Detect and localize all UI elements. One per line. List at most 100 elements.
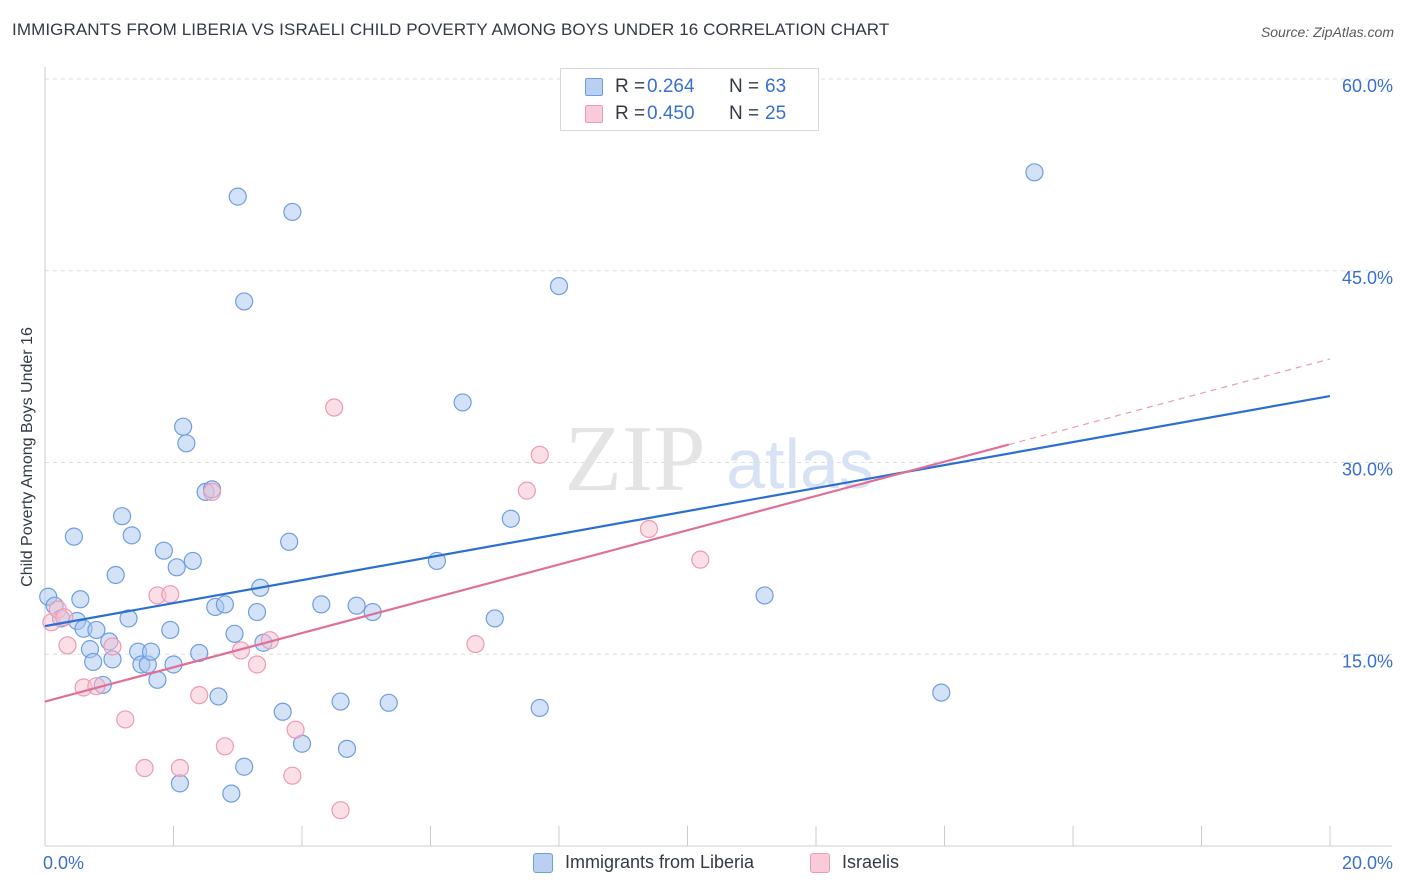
watermark-zip: ZIP <box>565 407 706 511</box>
legend-row-israeli: R = 0.450 N = 25 <box>585 102 786 126</box>
point-liberia <box>235 757 254 776</box>
point-liberia <box>379 693 398 712</box>
liberia-swatch <box>533 852 553 873</box>
point-israeli <box>466 634 485 654</box>
point-israeli <box>691 550 710 569</box>
point-liberia <box>154 541 173 560</box>
tick-labels: 15.0% 30.0% 45.0% 60.0% 0.0% 20.0% <box>43 76 1393 873</box>
point-liberia <box>331 692 350 711</box>
legend-label: Immigrants from Liberia <box>565 852 755 872</box>
point-liberia <box>87 620 106 640</box>
r-label: R = <box>615 76 646 97</box>
point-liberia <box>174 417 193 436</box>
point-liberia <box>453 393 472 412</box>
point-liberia <box>283 202 302 222</box>
point-israeli <box>170 758 190 778</box>
point-liberia <box>485 609 504 628</box>
source-credit: Source: ZipAtlas.com <box>1260 24 1394 40</box>
point-liberia <box>71 590 90 609</box>
israeli-swatch <box>585 105 603 123</box>
point-liberia <box>337 739 357 758</box>
y-axis-label: Child Poverty Among Boys Under 16 <box>19 327 36 587</box>
point-israeli <box>161 585 180 604</box>
point-israeli <box>325 398 344 417</box>
point-liberia <box>183 551 202 571</box>
point-liberia <box>235 292 254 311</box>
point-israeli <box>215 737 234 756</box>
point-liberia <box>215 595 234 614</box>
point-liberia <box>170 774 190 793</box>
point-liberia <box>141 642 161 661</box>
point-liberia <box>222 784 241 803</box>
point-israeli <box>135 758 154 778</box>
n-value: 63 <box>765 76 787 97</box>
point-liberia <box>225 624 244 643</box>
point-liberia <box>347 596 366 615</box>
point-israeli <box>190 686 209 705</box>
x-tick-label: 0.0% <box>43 853 84 873</box>
point-israeli <box>286 720 305 739</box>
point-israeli <box>58 636 77 655</box>
r-value: 0.450 <box>647 103 695 124</box>
point-liberia <box>755 586 774 605</box>
point-liberia <box>161 620 180 640</box>
point-liberia <box>280 532 299 551</box>
y-tick-label: 45.0% <box>1342 268 1393 288</box>
legend-row-liberia: R = 0.264 N = 63 <box>585 75 786 99</box>
trend-line-liberia <box>44 394 1331 628</box>
point-liberia <box>549 276 569 296</box>
point-israeli <box>530 445 549 464</box>
point-liberia <box>501 509 520 528</box>
point-israeli <box>202 482 222 502</box>
correlation-legend: R = 0.264 N = 63 R = 0.450 N = 25 <box>560 68 819 131</box>
series-legend: Immigrants from Liberia Israelis <box>0 852 1406 878</box>
point-liberia <box>64 527 84 546</box>
point-liberia <box>112 507 132 526</box>
x-tick-label: 20.0% <box>1342 853 1393 873</box>
israeli-swatch <box>810 852 830 873</box>
point-israeli <box>283 766 302 785</box>
gridlines <box>45 78 1392 655</box>
point-israeli <box>331 801 350 820</box>
point-liberia <box>228 187 247 206</box>
point-israeli <box>116 710 135 729</box>
point-liberia <box>530 698 549 718</box>
point-liberia <box>122 526 141 545</box>
point-liberia <box>312 595 331 614</box>
trend-line-israeli-extension <box>1008 358 1331 446</box>
point-liberia <box>84 652 103 672</box>
n-value: 25 <box>765 103 787 124</box>
liberia-swatch <box>585 78 603 96</box>
watermark: ZIP atlas <box>565 407 874 511</box>
r-label: R = <box>615 103 646 124</box>
point-liberia <box>119 609 138 628</box>
n-label: N = <box>729 76 760 97</box>
trend-lines <box>44 358 1331 703</box>
legend-item-liberia[interactable]: Immigrants from Liberia <box>533 852 754 873</box>
point-liberia <box>932 683 951 702</box>
point-israeli <box>103 637 122 656</box>
y-tick-label: 30.0% <box>1342 460 1393 480</box>
point-liberia <box>167 558 186 577</box>
y-tick-label: 60.0% <box>1342 76 1393 96</box>
point-israeli <box>517 481 536 500</box>
n-label: N = <box>729 103 760 124</box>
point-liberia <box>177 434 196 453</box>
point-liberia <box>106 565 125 585</box>
point-liberia <box>273 702 292 721</box>
r-value: 0.264 <box>647 76 695 97</box>
y-tick-label: 15.0% <box>1342 651 1393 671</box>
point-liberia <box>209 687 228 706</box>
chart-title: IMMIGRANTS FROM LIBERIA VS ISRAELI CHILD… <box>12 20 890 39</box>
point-israeli <box>639 519 659 539</box>
legend-label: Israelis <box>842 852 900 872</box>
point-israeli <box>247 655 267 674</box>
legend-item-israelis[interactable]: Israelis <box>810 852 899 873</box>
axes <box>44 67 1392 847</box>
point-liberia <box>247 602 267 622</box>
series-liberia-points <box>39 163 1044 803</box>
point-liberia <box>1025 163 1044 182</box>
trend-line-israeli <box>44 443 1010 703</box>
point-liberia <box>164 655 183 674</box>
